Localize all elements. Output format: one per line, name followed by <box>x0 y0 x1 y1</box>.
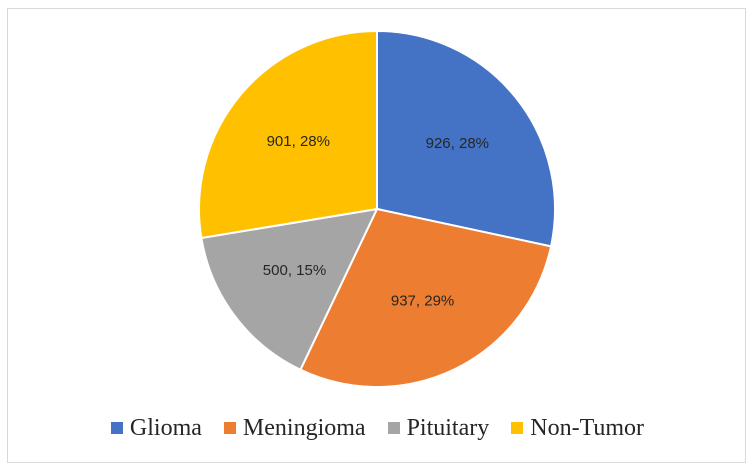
slice-glioma <box>376 29 556 248</box>
legend-swatch-pituitary <box>387 422 400 434</box>
data-label-pituitary: 500, 15% <box>263 262 326 279</box>
legend-item-pituitary: Pituitary <box>387 415 490 441</box>
chart-area: 926, 28% 937, 29% 500, 15% 901, 28% Glioma M… <box>7 8 746 463</box>
legend-swatch-non-tumor <box>511 422 524 434</box>
legend-swatch-meningioma <box>223 422 236 434</box>
data-label-meningioma: 937, 29% <box>391 293 454 310</box>
data-label-non-tumor: 901, 28% <box>267 133 330 150</box>
legend-label-pituitary: Pituitary <box>406 415 490 441</box>
legend-label-meningioma: Meningioma <box>242 415 366 441</box>
data-label-glioma: 926, 28% <box>426 135 489 152</box>
slice-labels: 926, 28% 937, 29% 500, 15% 901, 28% <box>263 133 489 309</box>
legend-label-non-tumor: Non-Tumor <box>530 415 645 441</box>
legend-swatch-glioma <box>110 422 123 434</box>
legend-item-non-tumor: Non-Tumor <box>511 416 644 440</box>
slice-meningioma <box>299 207 553 388</box>
pie-chart: 926, 28% 937, 29% 500, 15% 901, 28% <box>198 29 556 388</box>
legend: Glioma Meningioma Pituitary Non-Tumor <box>8 416 747 440</box>
slice-pituitary <box>200 207 379 372</box>
legend-item-meningioma: Meningioma <box>223 415 366 441</box>
legend-item-glioma: Glioma <box>110 415 202 441</box>
pie-slices <box>198 29 556 388</box>
legend-label-glioma: Glioma <box>129 415 202 441</box>
slice-non-tumor <box>198 29 378 240</box>
